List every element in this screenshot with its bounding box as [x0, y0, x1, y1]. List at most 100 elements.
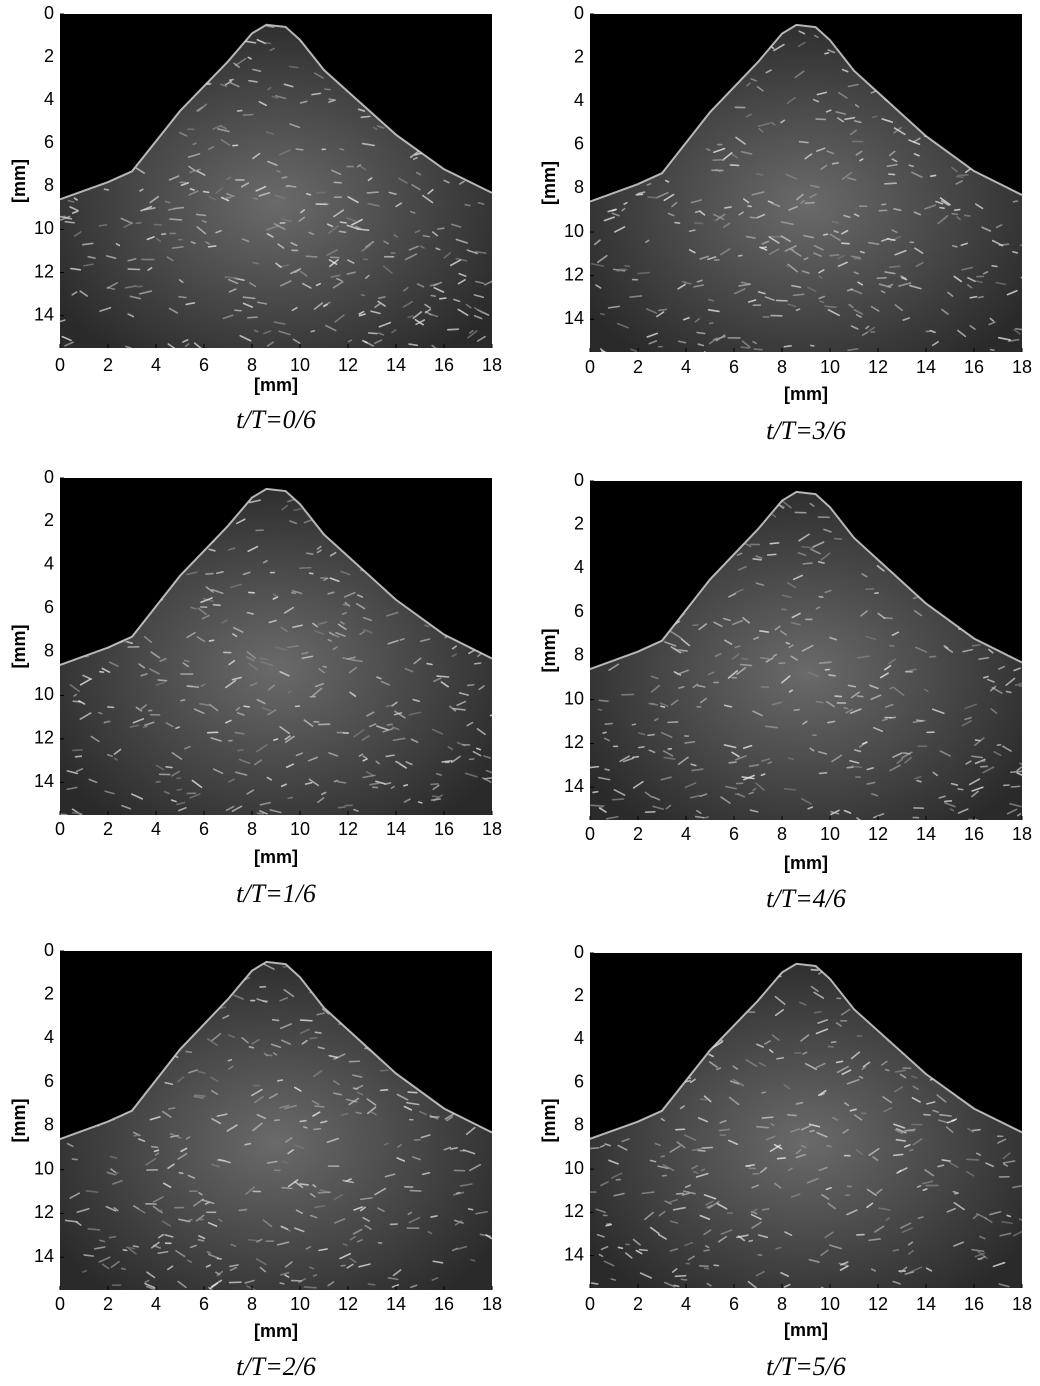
streak [283, 988, 295, 998]
streak [110, 1168, 117, 1174]
streak [193, 1094, 206, 1098]
streak [826, 700, 835, 708]
streak [705, 1200, 714, 1206]
y-tick-label: 4 [574, 1028, 584, 1048]
streak [198, 1234, 206, 1240]
streak [314, 630, 325, 635]
streak [382, 265, 393, 274]
streak [197, 103, 208, 112]
streak [215, 571, 224, 575]
streak [60, 813, 68, 815]
streak [637, 732, 646, 736]
y-tick-label: 12 [34, 261, 54, 281]
streak [164, 200, 171, 204]
y-axis-label: [mm] [539, 161, 559, 205]
streak [125, 345, 132, 348]
streak [702, 816, 710, 819]
streak [902, 752, 911, 755]
streak [765, 1135, 776, 1141]
panel: 0 2 4 6 8 10 12 14 16 1802468101214[mm][mm]t/T=5/… [539, 942, 1032, 1381]
x-tick-label: 16 [964, 824, 984, 844]
streak [292, 338, 301, 344]
streak [228, 81, 240, 88]
streak [409, 150, 420, 159]
streak [611, 1172, 623, 1179]
streak [242, 571, 251, 576]
streak [73, 197, 78, 201]
streak [134, 1206, 146, 1214]
streak [604, 768, 610, 771]
streak [99, 306, 112, 312]
streak [435, 247, 441, 251]
streak [186, 631, 196, 639]
streak [986, 678, 995, 683]
x-tick-label: 8 [777, 824, 787, 844]
streak [827, 720, 836, 724]
streak [431, 1277, 439, 1281]
streak [761, 1116, 774, 1119]
streak [629, 295, 643, 298]
y-tick-label: 4 [44, 1027, 54, 1047]
streak [87, 255, 96, 259]
streak [1013, 328, 1021, 335]
streak [430, 1215, 438, 1218]
streak [595, 284, 602, 289]
streak [931, 708, 945, 715]
streak [818, 275, 823, 279]
streak [375, 760, 380, 765]
streak [790, 1128, 801, 1133]
streak [695, 1172, 709, 1178]
panel: 0 2 4 6 8 10 12 14 16 1802468101214[mm][mm]t/T=4/… [539, 470, 1032, 913]
x-axis-label: [mm] [254, 1321, 298, 1341]
streak [228, 288, 237, 293]
streak [705, 1245, 710, 1249]
streak [229, 1264, 239, 1268]
streak [600, 1245, 609, 1251]
streak [473, 294, 485, 299]
streak [912, 137, 921, 143]
streak [330, 274, 341, 278]
streak [135, 706, 143, 712]
streak [1006, 1214, 1012, 1218]
y-tick-label: 8 [44, 641, 54, 661]
streak [115, 242, 121, 247]
streak [896, 758, 904, 765]
streak [430, 783, 439, 786]
streak [932, 1109, 939, 1113]
streak [895, 1138, 907, 1142]
streak [380, 680, 390, 686]
streak [266, 86, 272, 91]
streak [300, 1028, 310, 1035]
streak [656, 311, 665, 318]
streak [824, 589, 832, 594]
streak [168, 1107, 176, 1110]
streak [185, 1050, 193, 1054]
streak [151, 1241, 160, 1249]
streak [391, 1284, 400, 1288]
streak [273, 223, 286, 230]
streak [908, 164, 914, 168]
streak [737, 1235, 746, 1242]
streak [332, 646, 338, 651]
streak [821, 1194, 830, 1200]
streak [872, 1156, 879, 1161]
streak [424, 303, 431, 309]
x-tick-label: 18 [482, 1294, 502, 1314]
streak [419, 1110, 427, 1116]
streak [75, 768, 84, 773]
streak [180, 699, 186, 702]
streak [706, 1282, 712, 1287]
streak [850, 765, 863, 768]
x-tick-label: 2 [103, 1294, 113, 1314]
streak [831, 754, 843, 763]
streak [957, 808, 969, 814]
streak [976, 1152, 982, 1156]
streak [815, 1062, 826, 1069]
streak [647, 196, 658, 199]
streak [761, 758, 771, 762]
streak [231, 633, 238, 638]
streak [352, 1228, 363, 1235]
streak [104, 790, 115, 795]
streak [888, 150, 896, 157]
streak [911, 171, 923, 178]
